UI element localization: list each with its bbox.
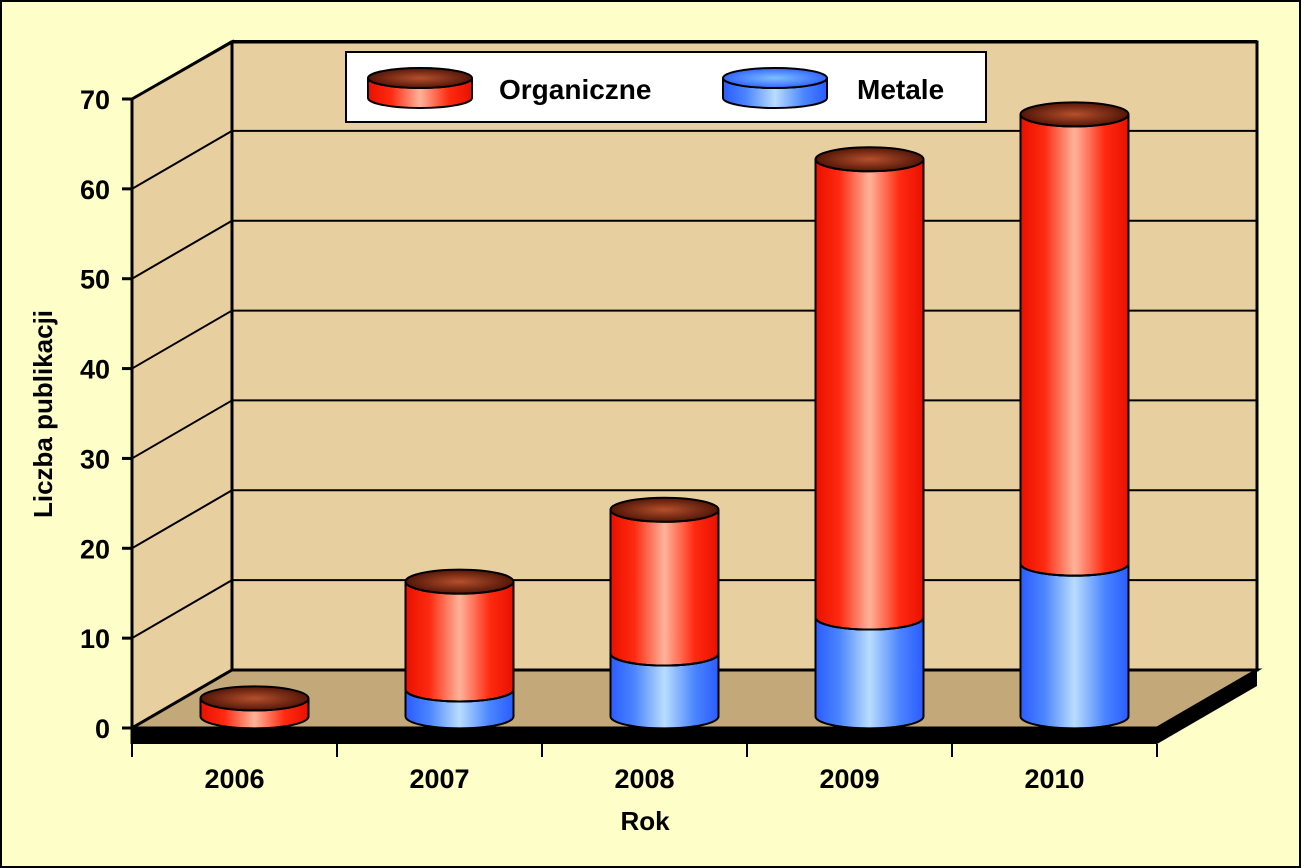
gridline-side-40 [131, 309, 233, 370]
y-tick-label: 10 [80, 624, 110, 654]
bar-top-cap [199, 685, 310, 712]
bar-segment-organiczne [609, 509, 720, 667]
side-wall [130, 39, 234, 731]
bar-top-cap [814, 146, 925, 173]
bar-2007 [404, 568, 515, 730]
x-axis-title: Rok [620, 806, 670, 836]
x-axis-ticks: 2006 2007 2008 2009 2010 [131, 744, 1158, 794]
bar-2008 [609, 496, 720, 730]
legend-label-organiczne: Organiczne [499, 74, 651, 105]
y-tick-label: 60 [80, 175, 110, 205]
y-axis-ticks: 0 10 20 30 40 50 60 70 [80, 85, 132, 744]
bar-segment-divider [1019, 563, 1130, 577]
bars [199, 101, 1130, 730]
x-tick-label: 2007 [409, 764, 469, 794]
gridline-side-50 [131, 219, 233, 280]
y-tick-label: 40 [80, 355, 110, 385]
x-tick-label: 2008 [614, 764, 674, 794]
y-tick-label: 70 [80, 85, 110, 115]
bar-top-cap [1019, 101, 1130, 128]
x-tick-label: 2010 [1024, 764, 1084, 794]
bar-segment-divider [814, 617, 925, 631]
x-tick-label: 2009 [819, 764, 879, 794]
gridline-side-10 [131, 579, 233, 640]
bar-top-cap [609, 496, 720, 523]
y-axis-title: Liczba publikacji [28, 310, 58, 518]
gridline-side-60 [131, 129, 233, 190]
floor-side-edge [1157, 670, 1257, 744]
bar-top-cap [404, 568, 515, 595]
bar-2009 [814, 146, 925, 730]
legend-label-metale: Metale [857, 74, 944, 105]
y-tick-label: 20 [80, 534, 110, 564]
y-tick-label: 30 [80, 444, 110, 474]
gridline-side-30 [131, 399, 233, 460]
legend: Organiczne Metale [345, 51, 987, 123]
y-tick-label: 50 [80, 265, 110, 295]
legend-swatch-organiczne [367, 67, 473, 109]
bar-2006 [199, 685, 310, 730]
gridline-side-70 [131, 40, 233, 100]
legend-swatch-metale [722, 67, 828, 109]
bar-segment-metale [814, 617, 925, 730]
bar-segment-divider [404, 689, 515, 703]
bar-segment-organiczne [1019, 114, 1130, 577]
x-tick-label: 2006 [204, 764, 264, 794]
bar-2010 [1019, 101, 1130, 730]
bar-segment-metale [1019, 563, 1130, 730]
floor-front-edge [132, 728, 1157, 744]
gridline-side-20 [131, 489, 233, 550]
bar-segment-organiczne [814, 159, 925, 631]
bar-segment-organiczne [404, 581, 515, 703]
bar-segment-divider [609, 653, 720, 667]
y-tick-label: 0 [95, 714, 110, 744]
